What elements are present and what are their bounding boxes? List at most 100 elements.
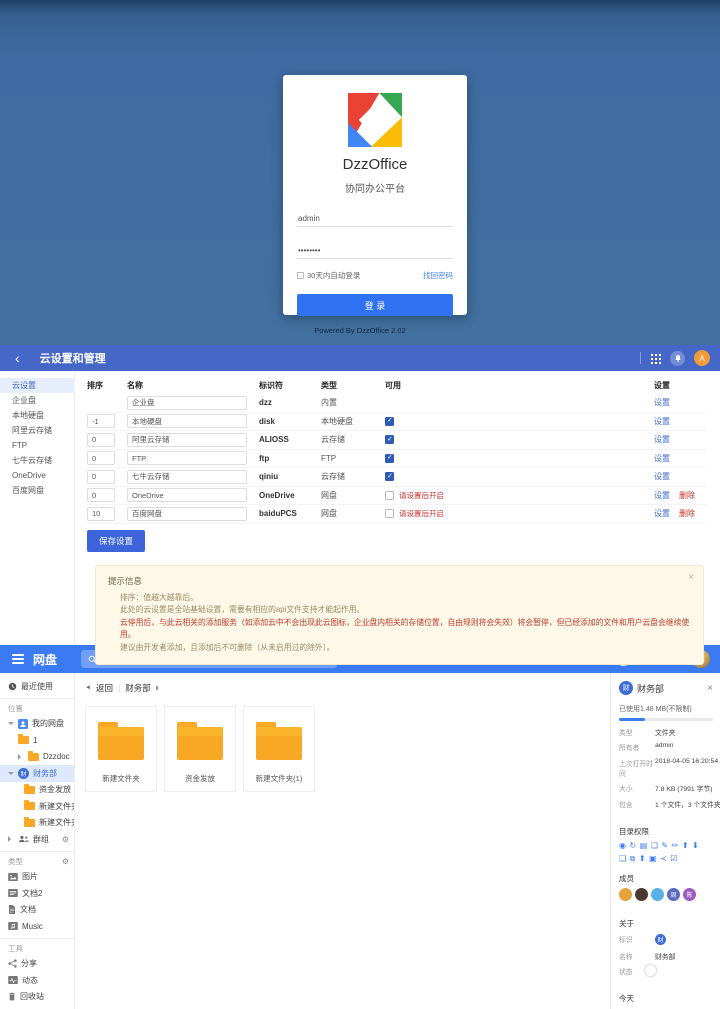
panel-close-icon[interactable]: × xyxy=(707,682,713,694)
sidebar-item-enterprise-disk[interactable]: 企业盘 xyxy=(12,396,36,405)
settings-link[interactable]: 设置 xyxy=(654,472,670,482)
divider xyxy=(0,850,74,852)
sidebar-item-favorites[interactable]: 收藏 xyxy=(0,1005,74,1009)
name-input[interactable] xyxy=(127,414,247,429)
sidebar-item-qiniu[interactable]: 七牛云存储 xyxy=(12,456,52,465)
save-settings-button[interactable]: 保存设置 xyxy=(87,529,146,552)
rename-icon[interactable]: ✏ xyxy=(671,840,679,850)
sidebar-item-ftp[interactable]: FTP xyxy=(12,441,28,450)
sidebar-item-docs[interactable]: 文档 xyxy=(0,902,74,919)
password-input[interactable] xyxy=(297,243,453,258)
caret-right-icon[interactable] xyxy=(18,753,24,760)
caret-down-icon[interactable] xyxy=(8,771,14,778)
available-checkbox[interactable] xyxy=(385,416,394,426)
sidebar-item-groups[interactable]: 群组 ⚙ xyxy=(0,831,74,848)
sidebar-folder-1[interactable]: 1 xyxy=(0,732,74,749)
delete-link[interactable]: 删除 xyxy=(679,509,695,519)
member-avatar[interactable]: 周 xyxy=(667,887,680,901)
order-input[interactable] xyxy=(87,451,115,466)
folder-card[interactable]: 资金发放 xyxy=(164,706,236,792)
sidebar-item-onedrive[interactable]: OneDrive xyxy=(12,471,46,480)
list-icon[interactable]: ▤ xyxy=(639,840,648,850)
available-checkbox[interactable] xyxy=(385,435,394,445)
sidebar-item-local-disk[interactable]: 本地硬盘 xyxy=(12,411,44,420)
sidebar-folder-new1[interactable]: 新建文件夹(1) xyxy=(0,815,74,832)
notice-close-icon[interactable]: × xyxy=(688,571,694,583)
settings-link[interactable]: 设置 xyxy=(654,490,670,500)
order-input[interactable] xyxy=(87,432,115,447)
order-input[interactable] xyxy=(87,414,115,429)
member-avatar[interactable] xyxy=(619,887,632,901)
order-input[interactable] xyxy=(87,488,115,503)
edit-icon[interactable]: ✎ xyxy=(661,840,669,850)
disk-title: 网盘 xyxy=(33,652,58,667)
gear-icon[interactable]: ⚙ xyxy=(61,834,69,844)
upload-icon[interactable]: ⬆ xyxy=(681,840,689,850)
remember-checkbox[interactable] xyxy=(297,272,304,279)
available-checkbox[interactable] xyxy=(385,490,394,500)
download-icon[interactable]: ⬇ xyxy=(692,840,699,850)
sidebar-item-trash[interactable]: 回收站 xyxy=(0,989,74,1006)
sidebar-item-cloud-settings[interactable]: 云设置 xyxy=(0,378,74,393)
admin-avatar[interactable]: A xyxy=(694,350,710,366)
available-checkbox[interactable] xyxy=(385,472,394,482)
move-icon[interactable]: ⬆ xyxy=(638,853,646,863)
notifications-bell-icon[interactable] xyxy=(670,350,685,366)
forgot-password-link[interactable]: 找回密码 xyxy=(423,271,453,280)
sidebar-item-docs2[interactable]: 文档2 xyxy=(0,885,74,902)
gear-icon[interactable]: ⚙ xyxy=(61,857,69,866)
settings-link[interactable]: 设置 xyxy=(654,453,670,463)
sidebar-item-share[interactable]: 分享 xyxy=(0,956,74,973)
member-avatar[interactable] xyxy=(635,887,648,901)
sidebar-folder-dzzdoc[interactable]: Dzzdoc xyxy=(0,749,74,766)
share-icon[interactable]: ≺ xyxy=(660,853,667,863)
caret-right-icon[interactable] xyxy=(155,685,162,691)
menu-icon[interactable] xyxy=(12,654,24,664)
clipboard-icon[interactable]: ❏ xyxy=(650,840,658,850)
apps-grid-icon[interactable] xyxy=(650,352,661,364)
breadcrumb-current[interactable]: 财务部 xyxy=(125,683,151,693)
new-folder-icon[interactable]: ▣ xyxy=(649,853,657,863)
order-input[interactable] xyxy=(87,469,115,484)
sidebar-item-activity[interactable]: 动态 xyxy=(0,972,74,989)
caret-right-icon[interactable] xyxy=(8,836,14,843)
member-avatar[interactable] xyxy=(651,887,664,901)
breadcrumb-back[interactable]: 返回 xyxy=(95,683,113,693)
sidebar-folder-funds[interactable]: 资金发放 xyxy=(0,782,74,799)
folder-card[interactable]: 新建文件夹 xyxy=(85,706,157,792)
name-input[interactable] xyxy=(127,451,247,466)
sidebar-item-finance-dept[interactable]: 财 财务部 xyxy=(0,765,74,782)
delete-link[interactable]: 删除 xyxy=(679,490,695,500)
available-checkbox[interactable] xyxy=(385,453,394,463)
order-input[interactable] xyxy=(87,506,115,521)
sync-icon[interactable]: ↻ xyxy=(629,840,637,850)
sidebar-folder-new[interactable]: 新建文件夹 xyxy=(0,798,74,815)
duplicate-icon[interactable]: ⧉ xyxy=(629,853,636,863)
member-avatar[interactable]: 陈 xyxy=(683,887,696,901)
preview-icon[interactable]: ◉ xyxy=(619,840,626,850)
name-input[interactable] xyxy=(127,488,247,503)
name-input[interactable] xyxy=(127,506,247,521)
name-input[interactable] xyxy=(127,432,247,447)
caret-down-icon[interactable] xyxy=(8,722,14,728)
available-checkbox[interactable] xyxy=(385,509,394,519)
sidebar-item-music[interactable]: Music xyxy=(0,918,74,935)
username-input[interactable] xyxy=(297,211,453,226)
select-icon[interactable]: ☑ xyxy=(670,853,678,863)
copy-icon[interactable]: ❏ xyxy=(619,853,627,863)
sidebar-item-baidu[interactable]: 百度网盘 xyxy=(12,486,44,495)
sidebar-item-recent[interactable]: 最近使用 xyxy=(0,678,74,695)
login-button[interactable]: 登 录 xyxy=(297,294,453,316)
folder-card[interactable]: 新建文件夹(1) xyxy=(243,706,315,792)
settings-link[interactable]: 设置 xyxy=(654,398,670,408)
back-icon[interactable]: ‹ xyxy=(15,349,20,366)
settings-link[interactable]: 设置 xyxy=(654,509,670,519)
remember-me[interactable]: 30天内自动登录 xyxy=(297,270,360,281)
settings-link[interactable]: 设置 xyxy=(654,416,670,426)
settings-link[interactable]: 设置 xyxy=(654,435,670,445)
sidebar-item-my-disk[interactable]: 我的网盘 xyxy=(0,716,74,733)
sidebar-item-images[interactable]: 图片 xyxy=(0,869,74,886)
sidebar-item-alioss[interactable]: 阿里云存储 xyxy=(12,426,52,435)
name-input[interactable] xyxy=(127,395,247,410)
name-input[interactable] xyxy=(127,469,247,484)
